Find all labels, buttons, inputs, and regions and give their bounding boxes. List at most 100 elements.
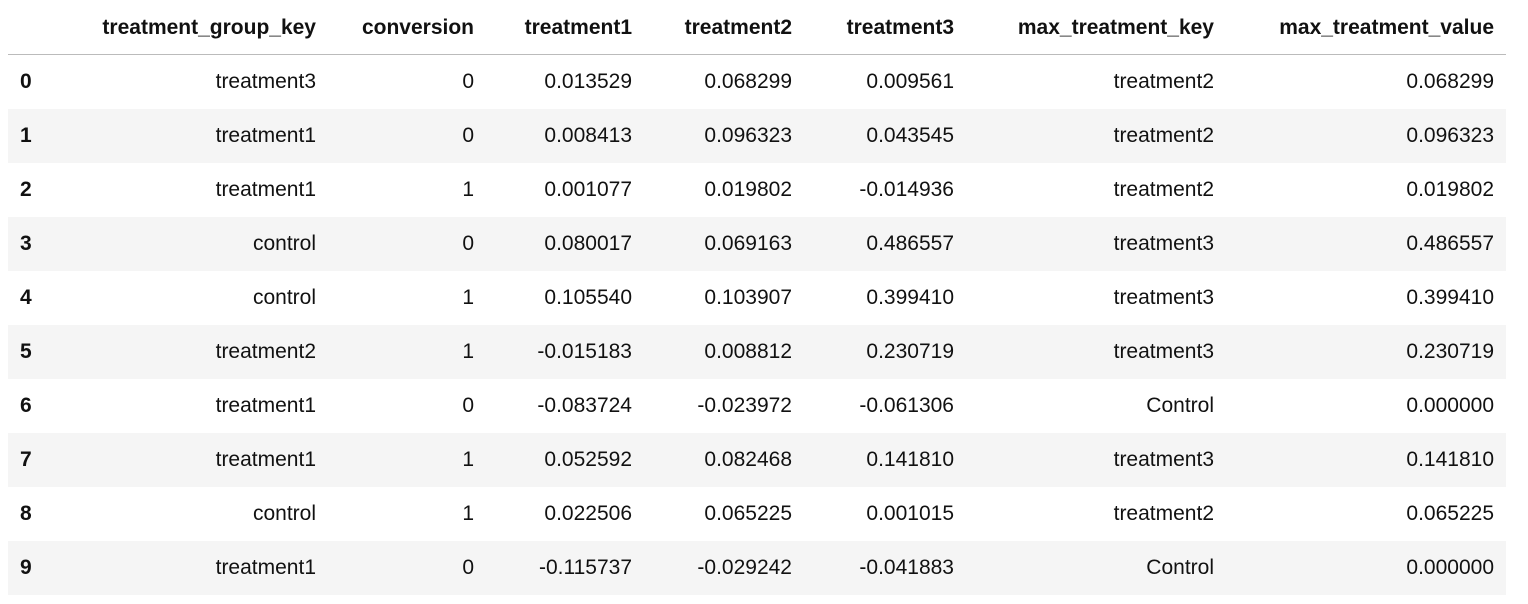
cell: control — [252, 286, 316, 309]
table-row: 8 control 1 0.022506 0.065225 0.001015 treatme… — [8, 487, 1506, 541]
cell: treatment2 — [1113, 178, 1214, 201]
table-body: 0 treatment3 0 0.013529 0.068299 0.009561 trea… — [8, 55, 1506, 595]
cell: -0.041883 — [859, 556, 954, 579]
row-index: 8 — [20, 502, 32, 525]
cell: -0.029242 — [697, 556, 792, 579]
table-row: 7 treatment1 1 0.052592 0.082468 0.141810 trea… — [8, 433, 1506, 487]
cell: 0 — [462, 124, 474, 147]
cell: 1 — [462, 286, 474, 309]
cell: 0.486557 — [1406, 232, 1494, 255]
cell: -0.083724 — [537, 394, 632, 417]
cell: treatment1 — [215, 448, 316, 471]
cell: 0.009561 — [866, 70, 954, 93]
header-row: treatment_group_key conversion treatment1 t… — [8, 1, 1506, 55]
cell: treatment1 — [215, 556, 316, 579]
row-index: 5 — [20, 340, 32, 363]
cell: 0 — [462, 394, 474, 417]
cell: treatment3 — [1113, 340, 1214, 363]
cell: 0.001015 — [866, 502, 954, 525]
cell: 0.141810 — [866, 448, 954, 471]
cell: 1 — [462, 448, 474, 471]
cell: 0.019802 — [704, 178, 792, 201]
cell: 0.008812 — [704, 340, 792, 363]
cell: 0.230719 — [866, 340, 954, 363]
cell: treatment2 — [1113, 502, 1214, 525]
column-header: treatment1 — [486, 1, 644, 55]
cell: treatment1 — [215, 124, 316, 147]
cell: 0.000000 — [1406, 556, 1494, 579]
index-header — [8, 1, 46, 55]
cell: 0.096323 — [704, 124, 792, 147]
row-index: 7 — [20, 448, 32, 471]
row-index: 1 — [20, 124, 32, 147]
table-row: 9 treatment1 0 -0.115737 -0.029242 -0.041883 C… — [8, 541, 1506, 595]
cell: 0.399410 — [866, 286, 954, 309]
cell: 0.080017 — [544, 232, 632, 255]
cell: control — [252, 502, 316, 525]
cell: treatment2 — [1113, 124, 1214, 147]
row-index: 9 — [20, 556, 32, 579]
cell: -0.061306 — [859, 394, 954, 417]
cell: 0.008413 — [544, 124, 632, 147]
cell: treatment2 — [215, 340, 316, 363]
cell: 0.013529 — [544, 70, 632, 93]
table-row: 2 treatment1 1 0.001077 0.019802 -0.014936 tre… — [8, 163, 1506, 217]
cell: 0.105540 — [544, 286, 632, 309]
column-header: conversion — [328, 1, 486, 55]
cell: treatment3 — [215, 70, 316, 93]
cell: 0.001077 — [544, 178, 632, 201]
cell: 0.141810 — [1406, 448, 1494, 471]
cell: 0.065225 — [704, 502, 792, 525]
cell: 0.022506 — [544, 502, 632, 525]
cell: -0.015183 — [537, 340, 632, 363]
cell: treatment3 — [1113, 232, 1214, 255]
cell: 0 — [462, 70, 474, 93]
table-row: 6 treatment1 0 -0.083724 -0.023972 -0.061306 C… — [8, 379, 1506, 433]
cell: 0.103907 — [704, 286, 792, 309]
cell: 0 — [462, 556, 474, 579]
column-header: treatment3 — [804, 1, 966, 55]
cell: 0 — [462, 232, 474, 255]
cell: 0.068299 — [1406, 70, 1494, 93]
row-index: 6 — [20, 394, 32, 417]
cell: 1 — [462, 502, 474, 525]
table-row: 0 treatment3 0 0.013529 0.068299 0.009561 trea… — [8, 55, 1506, 110]
cell: Control — [1146, 556, 1214, 579]
table-header: treatment_group_key conversion treatment1 t… — [8, 1, 1506, 55]
cell: 0.230719 — [1406, 340, 1494, 363]
row-index: 2 — [20, 178, 32, 201]
table-row: 5 treatment2 1 -0.015183 0.008812 0.230719 tre… — [8, 325, 1506, 379]
cell: 0.052592 — [544, 448, 632, 471]
cell: -0.115737 — [538, 556, 632, 579]
cell: treatment1 — [215, 178, 316, 201]
table-row: 3 control 0 0.080017 0.069163 0.486557 treatme… — [8, 217, 1506, 271]
column-header: treatment2 — [644, 1, 804, 55]
cell: -0.023972 — [697, 394, 792, 417]
cell: treatment1 — [215, 394, 316, 417]
cell: 1 — [462, 340, 474, 363]
column-header: max_treatment_value — [1226, 1, 1506, 55]
cell: 0.068299 — [704, 70, 792, 93]
cell: 0.082468 — [704, 448, 792, 471]
column-header: treatment_group_key — [46, 1, 328, 55]
cell: 1 — [462, 178, 474, 201]
table-row: 4 control 1 0.105540 0.103907 0.399410 treatme… — [8, 271, 1506, 325]
cell: 0.000000 — [1406, 394, 1494, 417]
cell: 0.065225 — [1406, 502, 1494, 525]
cell: 0.399410 — [1406, 286, 1494, 309]
row-index: 0 — [20, 70, 32, 93]
cell: 0.069163 — [704, 232, 792, 255]
row-index: 4 — [20, 286, 32, 309]
cell: treatment3 — [1113, 286, 1214, 309]
table-row: 1 treatment1 0 0.008413 0.096323 0.043545 trea… — [8, 109, 1506, 163]
cell: 0.019802 — [1406, 178, 1494, 201]
cell: treatment2 — [1113, 70, 1214, 93]
cell: Control — [1146, 394, 1214, 417]
cell: 0.043545 — [866, 124, 954, 147]
cell: -0.014936 — [859, 178, 954, 201]
row-index: 3 — [20, 232, 32, 255]
data-table: treatment_group_key conversion treatment1 t… — [8, 1, 1506, 595]
cell: 0.486557 — [866, 232, 954, 255]
cell: control — [252, 232, 316, 255]
